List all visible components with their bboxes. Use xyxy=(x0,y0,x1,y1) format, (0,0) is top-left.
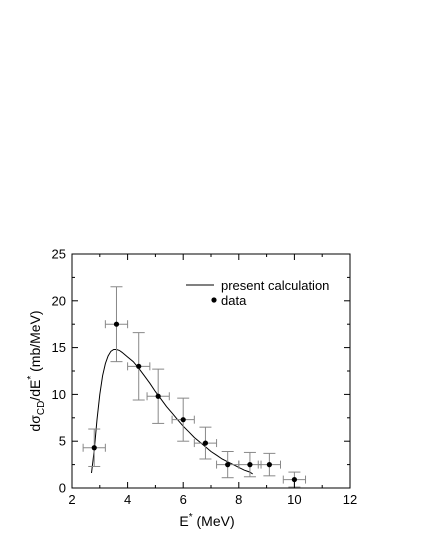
y-axis-label-sup: * xyxy=(26,376,37,380)
x-tick-label: 2 xyxy=(68,492,75,507)
y-axis-label: dσCD/dE* (mb/MeV) xyxy=(26,310,47,431)
x-axis-label-unit: (MeV) xyxy=(193,513,235,529)
data-point-layer xyxy=(91,321,297,483)
error-bar xyxy=(282,471,307,488)
data-point xyxy=(136,363,142,369)
x-tick-label: 12 xyxy=(343,492,357,507)
y-tick-label: 20 xyxy=(52,293,66,308)
x-tick-label: 8 xyxy=(235,492,242,507)
y-axis-label-unit: (mb/MeV) xyxy=(27,310,43,375)
y-axis-label-pre: dσ xyxy=(27,415,43,432)
y-axis-label-mid: /dE xyxy=(27,380,43,401)
calculation-curve-layer xyxy=(91,349,253,475)
x-tick-label: 6 xyxy=(180,492,187,507)
data-point xyxy=(180,417,186,423)
y-tick-label: 25 xyxy=(52,247,66,262)
legend-label-data: data xyxy=(221,293,247,308)
x-axis-label: E* (MeV) xyxy=(179,512,234,529)
data-point xyxy=(91,445,97,451)
x-axis-label-main: E xyxy=(179,513,188,529)
errorbar-layer xyxy=(82,286,307,488)
data-point xyxy=(225,462,231,468)
legend-label-calculation: present calculation xyxy=(221,278,329,293)
x-axis-label-sup: * xyxy=(189,512,193,523)
x-tick-label: 10 xyxy=(287,492,301,507)
y-axis-label-sub: CD xyxy=(36,401,47,415)
y-tick-label: 15 xyxy=(52,340,66,355)
data-point xyxy=(266,462,272,468)
data-point xyxy=(247,462,253,468)
legend: present calculation data xyxy=(186,278,329,308)
x-tick-label: 4 xyxy=(124,492,131,507)
legend-point-swatch xyxy=(211,297,217,303)
data-point xyxy=(155,393,161,399)
y-tick-label: 0 xyxy=(59,481,66,496)
calculation-curve xyxy=(91,349,253,475)
data-point xyxy=(291,476,297,483)
y-tick-label: 10 xyxy=(52,387,66,402)
y-tick-label: 5 xyxy=(59,434,66,449)
data-point xyxy=(202,440,209,446)
axis-ticks: 2 4 6 8 10 12 0 5 10 15 20 25 xyxy=(52,247,358,508)
data-point xyxy=(113,321,120,327)
